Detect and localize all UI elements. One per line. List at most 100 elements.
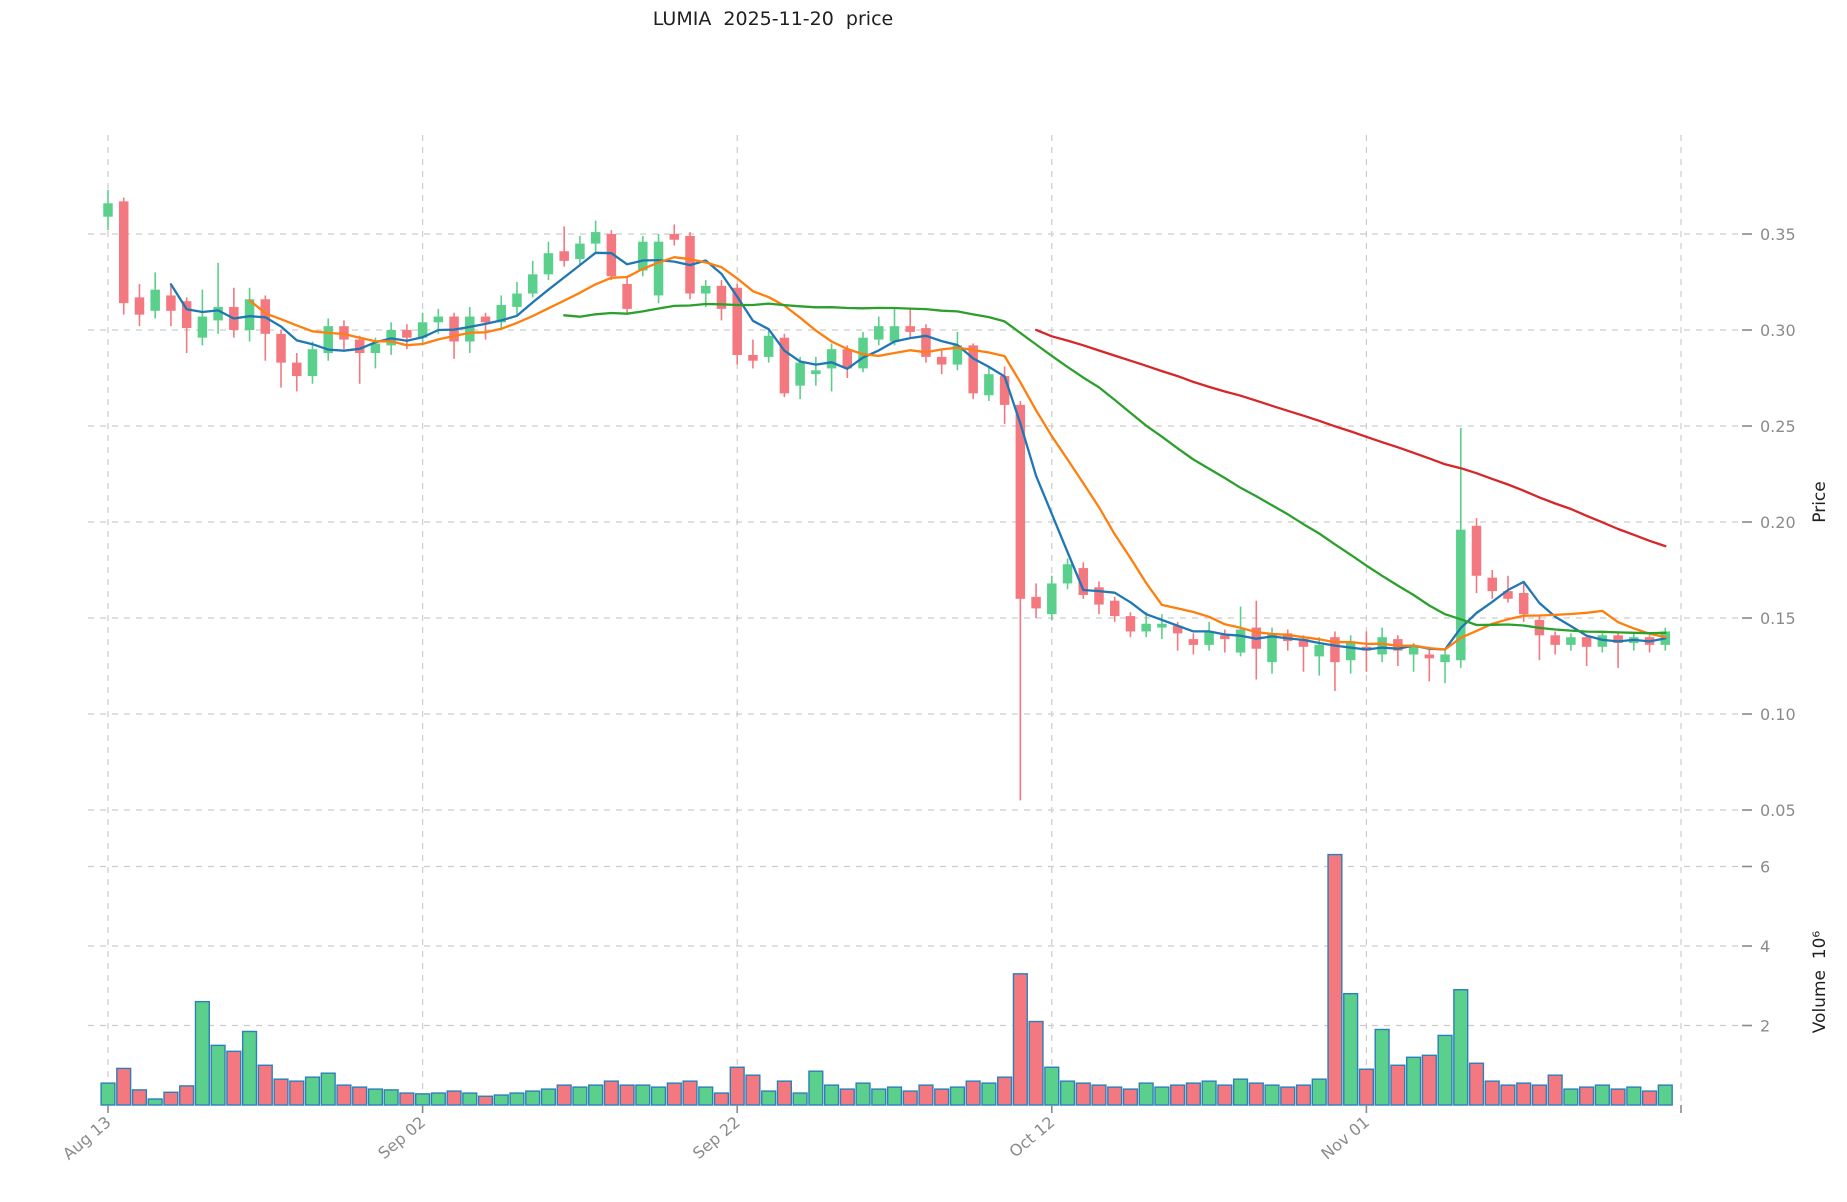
volume-layer	[100, 853, 1673, 1106]
candle-body	[1408, 646, 1419, 655]
chart-title: LUMIA 2025-11-20 price	[652, 8, 894, 30]
candle-body	[653, 241, 664, 296]
candle-body	[700, 285, 711, 294]
volume-bar	[163, 1091, 179, 1106]
volume-bar	[179, 1085, 195, 1106]
volume-tick-label: 4	[1760, 937, 1770, 956]
volume-bar	[509, 1092, 525, 1106]
candle-body	[1613, 635, 1623, 643]
volume-bar	[1280, 1086, 1296, 1106]
candle-body	[1487, 577, 1497, 592]
candle-body	[402, 330, 412, 338]
candle-body	[1109, 600, 1120, 617]
volume-bar	[226, 1050, 242, 1106]
volume-bar	[902, 1090, 918, 1106]
volume-bar	[1641, 1090, 1658, 1106]
candle-body	[795, 362, 805, 386]
candle-body	[1581, 637, 1592, 647]
volume-bar	[320, 1072, 336, 1106]
candle-body	[1424, 654, 1435, 659]
ma-line-ma60	[1034, 328, 1667, 548]
volume-bar	[666, 1082, 682, 1106]
candle-body	[905, 326, 915, 332]
candle-body	[1157, 623, 1167, 628]
candle-body	[1503, 591, 1513, 599]
volume-bar	[1248, 1082, 1264, 1106]
volume-bar	[1579, 1086, 1595, 1106]
volume-bar	[1201, 1080, 1217, 1106]
volume-bar	[1295, 1084, 1312, 1106]
volume-bar	[462, 1092, 478, 1106]
candle-body	[323, 326, 333, 354]
volume-bar	[745, 1074, 761, 1106]
candlesticks-layer	[103, 189, 1671, 801]
candle-body	[1298, 639, 1309, 647]
candle-body	[1062, 564, 1073, 584]
candle-body	[590, 232, 601, 244]
volume-bar	[808, 1070, 824, 1106]
candle-body	[134, 297, 145, 315]
volume-bar	[1044, 1066, 1060, 1106]
volume-bar	[1217, 1084, 1233, 1106]
price-tick-label: 0.15	[1760, 609, 1796, 628]
candle-body	[354, 339, 365, 354]
candle-body	[622, 283, 632, 309]
candle-body	[213, 306, 223, 321]
volume-bar	[556, 1084, 572, 1106]
candle-body	[716, 285, 727, 309]
candle-body	[999, 376, 1010, 405]
candle-body	[512, 293, 522, 307]
volume-bar	[1264, 1084, 1280, 1106]
volume-bar	[1594, 1084, 1610, 1106]
volume-bar	[1516, 1082, 1532, 1106]
volume-bar	[1059, 1080, 1076, 1106]
volume-bar	[1154, 1086, 1170, 1106]
volume-bar	[430, 1092, 446, 1106]
volume-bar	[289, 1080, 305, 1106]
candle-body	[779, 337, 790, 394]
candle-body	[1566, 637, 1576, 645]
price-tick-label: 0.30	[1760, 321, 1796, 340]
volume-bar	[194, 1000, 210, 1106]
volume-bar	[1626, 1086, 1642, 1106]
volume-bar	[1343, 993, 1359, 1106]
candle-body	[559, 251, 569, 261]
candle-body	[307, 349, 318, 377]
candle-body	[874, 326, 884, 340]
volume-bar	[352, 1086, 368, 1106]
candle-body	[606, 234, 617, 277]
candle-body	[465, 316, 475, 342]
price-tick-label: 0.10	[1760, 705, 1796, 724]
x-tick-labels: Aug 13 Sep 02 Sep 22 Oct 12 Nov 01	[59, 1105, 1682, 1164]
candle-body	[763, 335, 774, 357]
price-tick-label: 0.25	[1760, 417, 1796, 436]
volume-bar	[383, 1089, 399, 1106]
date-tick-label: Sep 22	[689, 1113, 744, 1163]
candle-body	[527, 274, 538, 294]
volume-bar	[1358, 1068, 1375, 1106]
candle-body	[669, 234, 680, 240]
volume-bar	[713, 1092, 730, 1106]
volume-bar	[147, 1098, 163, 1106]
date-tick-label: Nov 01	[1317, 1113, 1373, 1164]
volume-bar	[1122, 1088, 1139, 1106]
volume-bar	[1531, 1084, 1548, 1106]
candle-body	[811, 370, 821, 375]
volume-bar	[1327, 853, 1343, 1106]
candle-body	[1377, 637, 1387, 655]
candle-body	[433, 316, 444, 323]
volume-bar	[635, 1084, 651, 1106]
volume-bar	[1107, 1086, 1123, 1106]
candle-body	[1031, 596, 1041, 609]
candle-body	[166, 295, 176, 311]
volume-bar	[698, 1086, 714, 1106]
volume-bar	[1484, 1080, 1500, 1106]
candle-body	[936, 356, 947, 365]
candle-body	[842, 349, 853, 369]
volume-bar	[934, 1088, 950, 1106]
volume-bar	[415, 1093, 431, 1106]
volume-bar	[839, 1088, 855, 1106]
volume-bar	[446, 1090, 462, 1106]
price-tick-labels: 0.35 0.30 0.25 0.20 0.15 0.10 0.05	[1742, 225, 1796, 820]
